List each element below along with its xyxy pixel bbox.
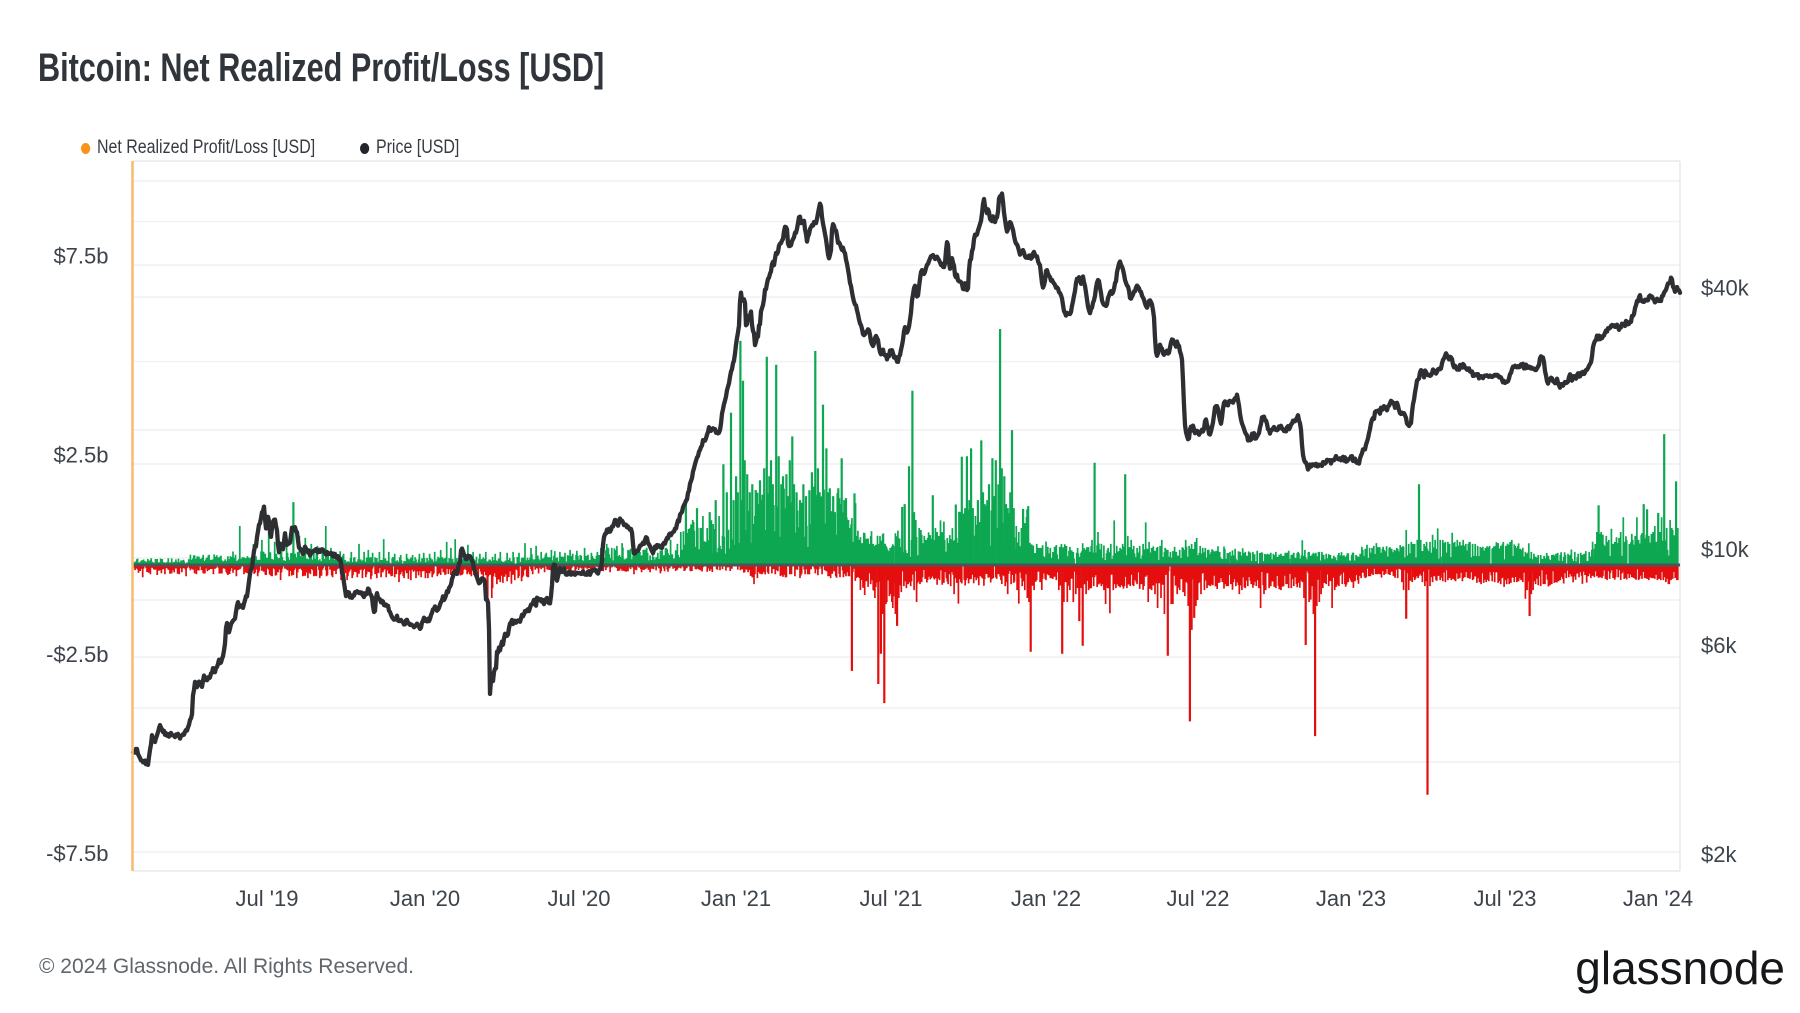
svg-text:$10k: $10k xyxy=(1701,537,1750,562)
svg-text:Jan '23: Jan '23 xyxy=(1316,886,1386,911)
svg-text:-$2.5b: -$2.5b xyxy=(46,642,108,667)
svg-text:$2k: $2k xyxy=(1701,842,1737,867)
svg-text:Jul '22: Jul '22 xyxy=(1167,886,1230,911)
svg-text:-$7.5b: -$7.5b xyxy=(46,841,108,866)
svg-text:$40k: $40k xyxy=(1701,275,1750,300)
svg-text:Jul '19: Jul '19 xyxy=(236,886,299,911)
svg-text:Jul '21: Jul '21 xyxy=(860,886,923,911)
svg-text:Jan '20: Jan '20 xyxy=(390,886,460,911)
svg-text:$7.5b: $7.5b xyxy=(53,244,108,269)
svg-text:$6k: $6k xyxy=(1701,633,1737,658)
svg-text:Jan '24: Jan '24 xyxy=(1623,886,1693,911)
svg-text:Jan '22: Jan '22 xyxy=(1011,886,1081,911)
svg-text:Jan '21: Jan '21 xyxy=(701,886,771,911)
svg-text:$2.5b: $2.5b xyxy=(53,443,108,468)
svg-text:Jul '20: Jul '20 xyxy=(548,886,611,911)
svg-text:Jul '23: Jul '23 xyxy=(1474,886,1537,911)
